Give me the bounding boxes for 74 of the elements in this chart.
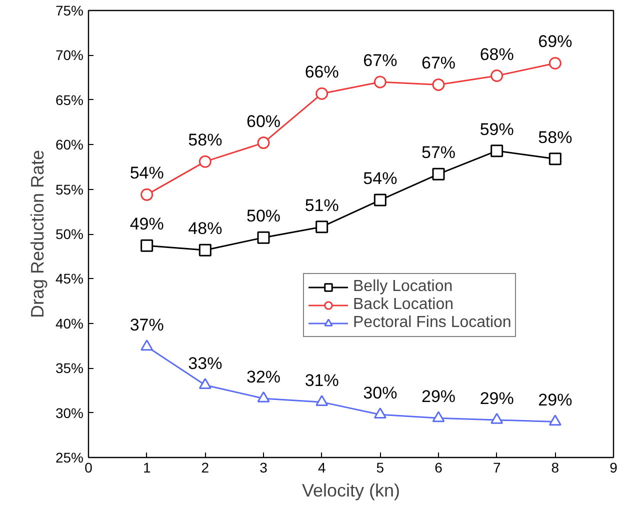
y-tick-label: 60%	[55, 136, 84, 153]
point	[490, 412, 504, 424]
y-tick-label: 40%	[55, 315, 84, 332]
data-label: 58%	[188, 130, 222, 150]
data-label: 31%	[304, 371, 339, 390]
y-tick-label: 70%	[55, 47, 84, 64]
y-tick-label: 45%	[55, 270, 84, 287]
data-label: 54%	[363, 169, 398, 188]
y-tick-label: 50%	[55, 226, 84, 242]
point	[316, 87, 328, 100]
point	[257, 231, 270, 244]
data-label: 66%	[304, 62, 339, 82]
data-label: 51%	[304, 196, 339, 215]
x-tick-label: 1	[142, 460, 151, 476]
data-label: 48%	[188, 219, 222, 238]
legend-label: Belly Location	[353, 278, 453, 296]
y-axis-title: Drag Reduction Rate	[27, 150, 48, 318]
x-tick-label: 6	[434, 460, 443, 476]
point	[548, 57, 562, 70]
x-axis-title: Velocity (kn)	[302, 480, 400, 500]
point	[548, 414, 562, 426]
data-label: 69%	[538, 32, 572, 52]
y-tick-label: 35%	[55, 360, 84, 376]
point	[140, 239, 154, 252]
data-label: 50%	[246, 206, 281, 226]
x-tick-label: 7	[492, 460, 501, 476]
data-label: 67%	[421, 54, 456, 73]
data-label: 29%	[480, 388, 514, 408]
legend-label: Back Location	[353, 296, 454, 314]
point	[257, 391, 270, 402]
data-label: 29%	[421, 387, 456, 406]
x-tick-label: 5	[376, 460, 384, 476]
data-label: 54%	[130, 164, 164, 183]
x-tick-label: 3	[260, 460, 268, 476]
y-tick-label: 75%	[55, 2, 84, 18]
point	[490, 70, 504, 82]
data-label: 32%	[246, 367, 281, 386]
data-label: 57%	[421, 143, 456, 162]
point	[257, 136, 270, 150]
x-tick-label: 9	[610, 460, 618, 476]
point	[198, 244, 212, 256]
data-label: 49%	[130, 214, 164, 234]
point	[198, 378, 212, 390]
point	[140, 188, 154, 201]
point	[198, 155, 212, 168]
point	[374, 407, 386, 419]
data-label: 37%	[130, 316, 164, 335]
point	[432, 78, 445, 91]
point	[490, 144, 504, 158]
y-tick-label: 30%	[55, 404, 84, 421]
point	[316, 220, 328, 234]
data-label: 60%	[246, 112, 281, 131]
data-label: 59%	[480, 120, 514, 139]
y-tick-label: 55%	[55, 181, 84, 198]
x-tick-label: 2	[201, 460, 210, 476]
point	[374, 76, 386, 88]
x-tick-label: 0	[84, 460, 93, 476]
point	[432, 168, 445, 180]
x-tick-label: 8	[551, 460, 560, 476]
data-label: 58%	[538, 128, 572, 147]
data-label: 29%	[538, 390, 572, 410]
point	[548, 152, 562, 166]
x-tick-label: 4	[318, 460, 326, 476]
point	[316, 394, 328, 406]
legend-label: Pectoral Fins Location	[353, 314, 512, 332]
y-tick-label: 65%	[55, 92, 84, 108]
point	[432, 411, 445, 422]
data-label: 67%	[363, 51, 398, 70]
data-label: 33%	[188, 354, 222, 374]
point	[374, 194, 386, 206]
data-label: 30%	[363, 384, 398, 403]
data-label: 68%	[480, 44, 514, 64]
point	[140, 340, 154, 351]
y-tick-label: 25%	[55, 450, 84, 466]
